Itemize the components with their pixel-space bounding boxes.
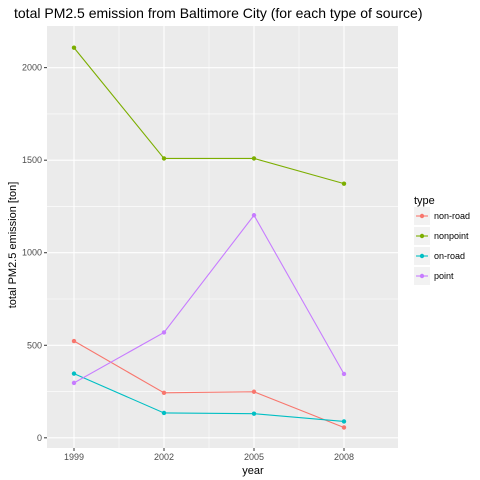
data-point-on-road [71, 371, 77, 376]
y-axis-title: total PM2.5 emission [ton] [7, 182, 19, 309]
series-line-nonpoint [73, 47, 345, 185]
legend-key-point [419, 253, 425, 259]
data-point-non-road [341, 425, 347, 430]
legend-key-point [419, 233, 425, 239]
legend-label-point: point [434, 271, 454, 281]
legend-label-nonpoint: nonpoint [434, 231, 469, 241]
x-tick-label: 2005 [244, 452, 264, 462]
x-tick-label: 1999 [64, 452, 84, 462]
series-line-non-road [73, 340, 345, 429]
major-gridlines [47, 26, 398, 448]
legend-key-point [419, 213, 425, 219]
legend-key-point [419, 273, 425, 279]
data-point-non-road [161, 390, 167, 396]
legend-label-on-road: on-road [434, 251, 465, 261]
series-line-point [73, 214, 345, 384]
data-point-on-road [161, 410, 167, 416]
data-point-point [251, 213, 257, 218]
series-lines [73, 47, 345, 429]
legend: type non-road nonpoint on-road point [414, 195, 470, 285]
y-tick-label: 1000 [22, 248, 42, 258]
series-points [71, 45, 347, 430]
data-point-nonpoint [341, 181, 347, 186]
data-point-non-road [71, 338, 77, 344]
legend-title: type [414, 195, 435, 207]
series-line-on-road [73, 373, 345, 423]
y-axis: 0 500 1000 1500 2000 [22, 63, 47, 443]
data-point-point [341, 371, 347, 377]
data-point-nonpoint [251, 156, 257, 161]
data-point-on-road [251, 411, 257, 416]
minor-gridlines [47, 26, 398, 448]
x-axis-title: year [242, 465, 264, 477]
y-tick-label: 500 [27, 340, 42, 350]
plot-panel [47, 26, 398, 448]
legend-label-non-road: non-road [434, 211, 470, 221]
x-tick-label: 2008 [334, 452, 354, 462]
x-axis: 1999 2002 2005 2008 [64, 448, 354, 462]
y-tick-label: 0 [37, 433, 42, 443]
data-point-point [161, 330, 167, 335]
chart-title: total PM2.5 emission from Baltimore City… [14, 5, 422, 21]
x-tick-label: 2002 [154, 452, 174, 462]
data-point-nonpoint [71, 45, 77, 50]
y-tick-label: 1500 [22, 155, 42, 165]
data-point-nonpoint [161, 156, 167, 161]
data-point-on-road [341, 419, 347, 424]
data-point-non-road [251, 389, 257, 394]
data-point-point [71, 380, 77, 386]
y-tick-label: 2000 [22, 63, 42, 73]
